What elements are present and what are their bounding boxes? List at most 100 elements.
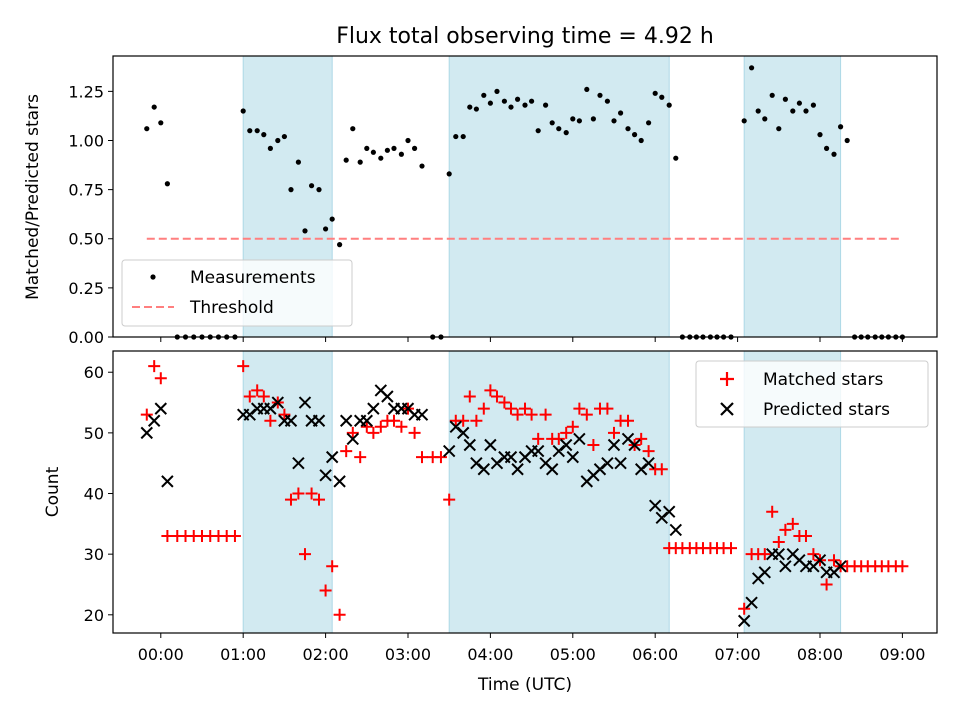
- predicted-stars-point-54: [601, 456, 614, 470]
- measurement-point-12: [240, 108, 246, 114]
- matched-stars-point-96: [828, 554, 840, 567]
- predicted-stars-point-70: [772, 547, 785, 561]
- measurement-point-66: [617, 110, 624, 116]
- matched-stars-point-19: [284, 493, 297, 506]
- measurement-point-26: [337, 242, 343, 248]
- predicted-stars-point-55: [607, 438, 621, 452]
- measurement-point-61: [584, 86, 590, 93]
- matched-stars-point-93: [807, 548, 820, 561]
- matched-stars-point-86: [758, 548, 771, 561]
- matched-stars-point-51: [511, 408, 524, 421]
- matched-stars-point-15: [257, 390, 270, 403]
- predicted-stars-point-68: [758, 566, 771, 579]
- matched-stars-point-57: [552, 432, 565, 445]
- legend-measurements-marker: [150, 274, 156, 280]
- measurement-point-48: [494, 88, 500, 94]
- measurement-point-33: [384, 147, 390, 153]
- measurement-point-59: [570, 116, 576, 122]
- matched-stars-point-52: [519, 402, 531, 415]
- predicted-stars-point-30: [415, 408, 429, 421]
- matched-stars-point-48: [490, 390, 503, 403]
- measurement-point-68: [631, 132, 638, 138]
- measurement-point-0: [144, 126, 150, 132]
- predicted-stars-point-50: [573, 432, 586, 446]
- measurement-point-28: [350, 126, 356, 132]
- legend-threshold-label: Threshold: [189, 298, 274, 318]
- predicted-stars-point-3: [161, 475, 174, 488]
- matched-stars-point-62: [587, 439, 600, 451]
- measurement-point-24: [322, 226, 329, 232]
- x-tick-label-9: 09:00: [879, 645, 925, 664]
- matched-stars-point-23: [313, 493, 325, 506]
- measurement-point-72: [659, 94, 665, 100]
- predicted-stars-point-71: [779, 560, 792, 573]
- bottom-legend: Matched stars Predicted stars: [695, 360, 929, 428]
- measurement-point-84: [749, 65, 755, 71]
- matched-stars-point-2: [154, 372, 167, 385]
- measurement-point-89: [782, 96, 788, 102]
- measurement-point-34: [391, 145, 397, 151]
- measurement-point-53: [528, 98, 535, 104]
- predicted-stars-point-40: [504, 450, 518, 464]
- bottom-y-tick-label-4: 60: [84, 363, 104, 382]
- bottom-y-tick-label-3: 50: [84, 424, 104, 443]
- predicted-stars-point-9: [271, 396, 285, 409]
- measurement-point-47: [487, 100, 493, 106]
- measurement-point-62: [590, 116, 596, 122]
- matched-stars-point-106: [896, 560, 909, 573]
- matched-stars-point-16: [264, 414, 277, 427]
- bottom-y-tick-label-2: 40: [84, 485, 104, 504]
- matched-stars-point-55: [539, 408, 552, 421]
- top-legend: Measurements Threshold: [121, 259, 353, 327]
- predicted-stars-point-25: [381, 390, 394, 403]
- x-tick-label-6: 06:00: [632, 645, 678, 664]
- top-y-tick-label-0: 0.00: [68, 328, 104, 347]
- matched-stars-point-72: [655, 463, 668, 476]
- measurement-point-92: [803, 108, 809, 114]
- predicted-stars-point-23: [367, 402, 380, 415]
- matched-stars-point-1: [148, 360, 161, 373]
- measurement-point-44: [467, 104, 473, 110]
- measurement-point-29: [357, 159, 363, 165]
- x-tick-label-1: 01:00: [220, 645, 266, 664]
- predicted-stars-point-2: [154, 402, 167, 415]
- matched-stars-point-0: [140, 408, 153, 421]
- matched-stars-point-54: [532, 432, 545, 445]
- matched-stars-point-89: [779, 523, 792, 536]
- top-y-tick-label-2: 0.50: [68, 230, 104, 249]
- top-y-tick-label-5: 1.25: [68, 82, 104, 101]
- measurement-point-31: [370, 149, 376, 155]
- matched-stars-point-37: [408, 426, 421, 439]
- measurement-point-36: [405, 137, 411, 144]
- matched-stars-point-87: [766, 505, 779, 518]
- matched-stars-point-53: [525, 408, 538, 421]
- matched-stars-point-25: [326, 560, 339, 573]
- measurement-point-85: [755, 108, 761, 114]
- matched-stars-point-18: [278, 408, 291, 421]
- measurement-point-14: [254, 128, 260, 134]
- x-tick-label-0: 00:00: [138, 645, 184, 664]
- bottom-y-tick-label-0: 20: [84, 606, 104, 625]
- x-tick-label-2: 02:00: [303, 645, 349, 664]
- measurement-point-97: [837, 124, 844, 130]
- top-axes-frame: [112, 55, 938, 338]
- measurement-point-2: [158, 120, 164, 126]
- predicted-stars-point-33: [456, 426, 470, 440]
- matched-stars-point-47: [484, 384, 497, 397]
- bottom-shaded-interval-1: [448, 350, 670, 634]
- predicted-stars-point-60: [642, 456, 655, 470]
- legend-matched-marker: [720, 372, 734, 386]
- predicted-stars-point-12: [292, 456, 305, 470]
- matched-stars-point-22: [305, 487, 318, 500]
- top-shaded-interval-1: [448, 55, 670, 338]
- predicted-stars-point-36: [477, 463, 491, 476]
- matched-stars-point-28: [346, 426, 359, 439]
- bottom-y-axis-label: Count: [43, 466, 63, 517]
- matched-stars-point-43: [457, 414, 470, 427]
- measurement-point-95: [823, 145, 830, 151]
- measurement-point-65: [611, 118, 617, 124]
- top-y-axis-label: Matched/Predicted stars: [23, 94, 43, 300]
- matched-stars-point-88: [772, 536, 785, 549]
- predicted-stars-point-63: [662, 505, 676, 518]
